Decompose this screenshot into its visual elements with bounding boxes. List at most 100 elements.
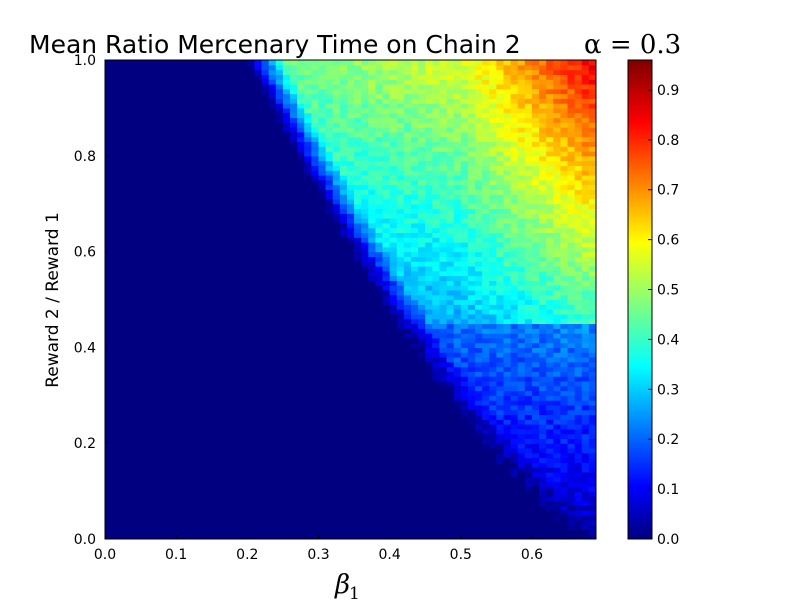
heatmap-cell [396, 270, 405, 277]
heatmap-cell [389, 64, 398, 71]
heatmap-cell [169, 366, 177, 372]
heatmap-cell [176, 481, 184, 487]
heatmap-cell [190, 74, 199, 80]
heatmap-cell [190, 218, 199, 224]
heatmap-cell [368, 471, 377, 478]
heatmap-cell [453, 227, 462, 234]
heatmap-cell [211, 107, 220, 114]
heatmap-cell [432, 146, 441, 152]
heatmap-cell [133, 486, 142, 492]
heatmap-cell [282, 141, 291, 147]
heatmap-cell [297, 519, 305, 526]
heatmap-cell [311, 438, 320, 444]
heatmap-cell [332, 404, 341, 411]
heatmap-cell [268, 265, 277, 272]
heatmap-cell [268, 60, 277, 66]
heatmap-cell [190, 443, 199, 449]
heatmap-cell [446, 237, 455, 243]
heatmap-cell [190, 361, 199, 368]
heatmap-cell [375, 88, 384, 95]
heatmap-cell [169, 198, 177, 205]
heatmap-cell [418, 390, 426, 396]
heatmap-cell [254, 390, 263, 396]
heatmap-cell [190, 227, 199, 234]
heatmap-cell [176, 261, 184, 267]
heatmap-cell [225, 495, 234, 502]
heatmap-cell [410, 203, 419, 210]
heatmap-cell [410, 275, 419, 281]
heatmap-cell [339, 304, 348, 310]
heatmap-cell [425, 242, 433, 248]
heatmap-cell [211, 443, 220, 449]
heatmap-cell [204, 342, 213, 348]
heatmap-cell [403, 333, 412, 339]
heatmap-cell [261, 261, 270, 267]
heatmap-cell [254, 218, 263, 224]
heatmap-cell [389, 79, 398, 85]
heatmap-cell [311, 352, 320, 358]
heatmap-cell [176, 299, 184, 305]
heatmap-cell [368, 251, 377, 257]
heatmap-cell [403, 361, 412, 368]
heatmap-cell [133, 337, 142, 344]
heatmap-cell [361, 447, 369, 454]
heatmap-cell [304, 146, 312, 152]
heatmap-cell [304, 438, 312, 444]
heatmap-cell [233, 309, 241, 315]
heatmap-cell [425, 218, 433, 224]
heatmap-cell [268, 519, 277, 526]
heatmap-cell [218, 400, 227, 406]
heatmap-cell [332, 98, 341, 104]
heatmap-cell [147, 170, 156, 176]
heatmap-cell [183, 500, 191, 507]
heatmap-cell [311, 69, 320, 75]
heatmap-cell [304, 476, 312, 483]
heatmap-cell [211, 256, 220, 262]
heatmap-cell [161, 519, 170, 526]
heatmap-cell [140, 155, 149, 162]
heatmap-cell [190, 352, 199, 358]
heatmap-cell [218, 519, 227, 526]
heatmap-cell [432, 79, 441, 85]
heatmap-cell [268, 79, 277, 85]
heatmap-cell [161, 136, 170, 143]
heatmap-cell [410, 127, 419, 133]
heatmap-cell [410, 309, 419, 315]
heatmap-cell [268, 246, 277, 253]
heatmap-cell [354, 155, 362, 162]
heatmap-cell [176, 404, 184, 411]
heatmap-cell [339, 289, 348, 296]
heatmap-cell [204, 294, 213, 301]
heatmap-cell [218, 64, 227, 71]
heatmap-cell [439, 309, 448, 315]
heatmap-cell [410, 500, 419, 507]
heatmap-cell [112, 203, 120, 210]
heatmap-cell [332, 227, 341, 234]
heatmap-cell [304, 189, 312, 195]
heatmap-cell [218, 294, 227, 301]
heatmap-cell [282, 237, 291, 243]
heatmap-cell [133, 457, 142, 463]
heatmap-cell [240, 495, 248, 502]
heatmap-cell [190, 510, 199, 516]
heatmap-cell [161, 112, 170, 119]
heatmap-cell [112, 409, 120, 416]
heatmap-cell [147, 280, 156, 286]
heatmap-cell [368, 93, 377, 99]
heatmap-cell [368, 347, 377, 353]
heatmap-cell [133, 491, 142, 497]
heatmap-cell [254, 275, 263, 281]
heatmap-cell [453, 294, 462, 301]
heatmap-cell [268, 447, 277, 454]
heatmap-cell [446, 256, 455, 262]
heatmap-cell [197, 376, 206, 382]
heatmap-cell [418, 452, 426, 459]
heatmap-cell [453, 333, 462, 339]
heatmap-cell [204, 457, 213, 463]
heatmap-cell [254, 534, 263, 539]
heatmap-cell [282, 213, 291, 219]
heatmap-cell [318, 371, 327, 377]
heatmap-cell [275, 88, 284, 95]
heatmap-cell [240, 69, 248, 75]
heatmap-cell [268, 419, 277, 425]
